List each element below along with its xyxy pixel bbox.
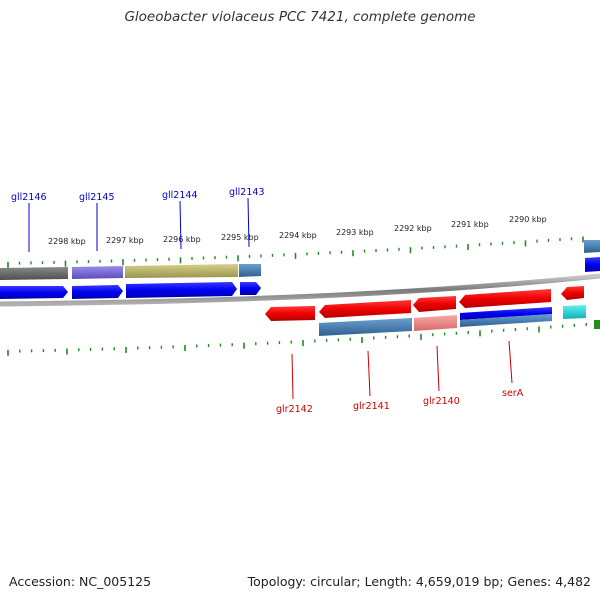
scale-label: 2293 kbp <box>336 228 374 237</box>
gene-arrow-gll2145[interactable] <box>72 285 123 299</box>
gene-label[interactable]: gll2143 <box>229 187 265 198</box>
cog-bar <box>72 266 123 279</box>
accession-label: Accession: NC_005125 <box>9 574 152 589</box>
cog-bar <box>0 267 68 280</box>
cog-bar <box>319 318 412 336</box>
cog-bar <box>239 264 261 277</box>
scale-label: 2290 kbp <box>509 215 547 224</box>
cog-bar <box>594 320 600 329</box>
gene-label[interactable]: glr2140 <box>423 396 460 407</box>
scale-ticks <box>7 236 599 356</box>
gene-arrow[interactable] <box>561 286 584 300</box>
forward-cog-track <box>0 240 600 280</box>
reverse-gene-track <box>265 286 584 321</box>
forward-label-leaders <box>28 197 250 252</box>
gene-label[interactable]: gll2145 <box>79 192 115 203</box>
gene-arrow-glr2140[interactable] <box>413 296 456 312</box>
gene-label[interactable]: glr2141 <box>353 401 390 412</box>
gene-label[interactable]: gll2146 <box>11 192 47 203</box>
scale-label: 2297 kbp <box>106 236 144 245</box>
gene-arrow-gll2143[interactable] <box>240 282 261 295</box>
scale-label: 2295 kbp <box>221 233 259 242</box>
cog-bar <box>584 240 600 253</box>
genome-summary: Topology: circular; Length: 4,659,019 bp… <box>247 574 591 589</box>
reverse-label-leaders <box>291 340 513 400</box>
gene-label[interactable]: serA <box>502 388 524 399</box>
reverse-gene-labels: glr2142 glr2141 glr2140 serA <box>276 388 524 415</box>
scale-label: 2291 kbp <box>451 220 489 229</box>
gene-arrow-glr2142[interactable] <box>265 306 315 321</box>
gene-arrow-serA[interactable] <box>459 289 551 308</box>
scale-label: 2292 kbp <box>394 224 432 233</box>
forward-gene-labels: gll2146 gll2145 gll2144 gll2143 <box>11 187 265 203</box>
cog-bar <box>460 314 552 327</box>
map-title: Gloeobacter violaceus PCC 7421, complete… <box>124 9 476 25</box>
scale-label: 2298 kbp <box>48 237 86 246</box>
gene-arrow-gll2146[interactable] <box>0 286 68 299</box>
gene-arrow-gll2144[interactable] <box>126 282 237 298</box>
genome-backbone <box>0 273 600 307</box>
scale-labels: 2298 kbp 2297 kbp 2296 kbp 2295 kbp 2294… <box>48 215 547 246</box>
scale-label: 2294 kbp <box>279 231 317 240</box>
cog-bar <box>563 305 586 319</box>
gene-arrow[interactable] <box>585 257 600 272</box>
reverse-cog-track <box>319 305 600 336</box>
cog-bar <box>125 264 238 278</box>
gene-arrow-glr2141[interactable] <box>319 300 411 318</box>
gene-label[interactable]: glr2142 <box>276 404 313 415</box>
cog-bar <box>460 307 552 320</box>
gene-label[interactable]: gll2144 <box>162 190 198 201</box>
forward-gene-track <box>0 257 600 299</box>
cog-bar <box>414 315 457 331</box>
scale-label: 2296 kbp <box>163 235 201 244</box>
